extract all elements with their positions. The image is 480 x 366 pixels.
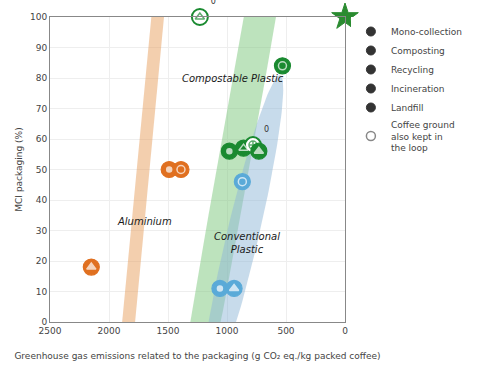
svg-text:Incineration: Incineration — [391, 84, 445, 94]
svg-text:60: 60 — [36, 134, 48, 144]
svg-text:2500: 2500 — [39, 326, 62, 336]
svg-text:90: 90 — [36, 43, 48, 53]
svg-text:0: 0 — [264, 125, 269, 134]
svg-text:Coffee groundalso kept inthe l: Coffee groundalso kept inthe loop — [391, 120, 455, 153]
svg-text:80: 80 — [36, 73, 48, 83]
svg-text:10: 10 — [36, 287, 48, 297]
svg-text:0: 0 — [41, 317, 47, 327]
svg-text:Compostable Plastic: Compostable Plastic — [182, 73, 284, 84]
svg-text:40: 40 — [36, 195, 48, 205]
svg-text:Landfill: Landfill — [391, 103, 424, 113]
svg-text:Aluminium: Aluminium — [117, 216, 172, 227]
svg-text:70: 70 — [36, 104, 48, 114]
svg-text:0: 0 — [342, 326, 348, 336]
svg-text:Mono-collection: Mono-collection — [391, 27, 462, 37]
svg-text:30: 30 — [36, 226, 48, 236]
svg-text:20: 20 — [36, 256, 48, 266]
svg-text:1500: 1500 — [157, 326, 180, 336]
svg-text:50: 50 — [36, 165, 48, 175]
svg-text:Greenhouse gas emissions relat: Greenhouse gas emissions related to the … — [14, 351, 380, 361]
svg-text:Recycling: Recycling — [391, 65, 434, 75]
svg-text:MCI packaging (%): MCI packaging (%) — [14, 127, 24, 211]
svg-text:0: 0 — [211, 0, 216, 6]
svg-text:100: 100 — [30, 12, 47, 22]
svg-text:500: 500 — [277, 326, 294, 336]
svg-text:ConventionalPlastic: ConventionalPlastic — [214, 231, 280, 255]
svg-text:Composting: Composting — [391, 46, 445, 56]
svg-text:2000: 2000 — [98, 326, 121, 336]
svg-text:1000: 1000 — [216, 326, 239, 336]
